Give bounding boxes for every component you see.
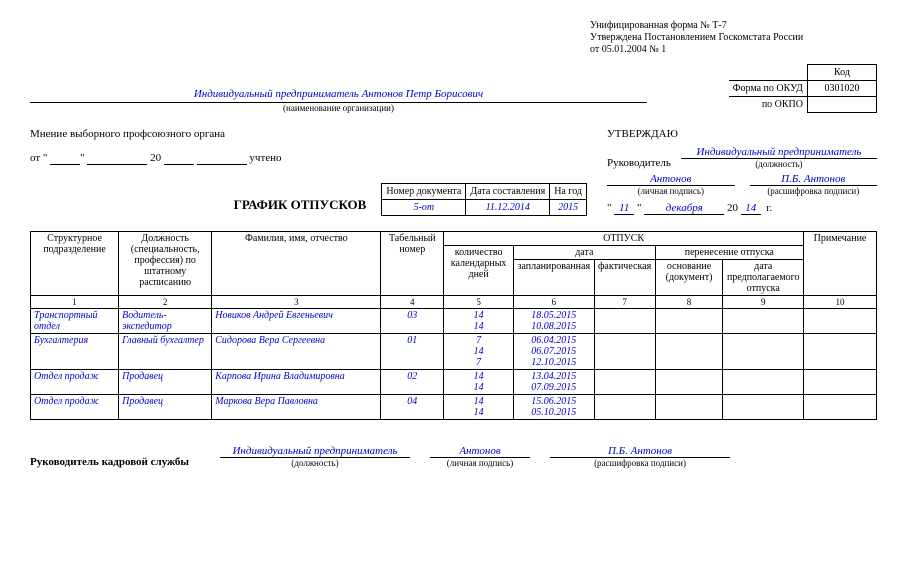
th-otpusk: ОТПУСК — [444, 232, 804, 246]
okpo-label: по ОКПО — [729, 97, 808, 113]
th-position: Должность (специальность, профессия) по … — [119, 232, 212, 296]
th-planned: запланированная — [514, 260, 595, 296]
doc-date-value: 11.12.2014 — [466, 200, 550, 216]
footer-signature: Антонов — [430, 445, 530, 458]
opinion-ot: от " — [30, 152, 47, 164]
table-row: Отдел продаж Продавец Маркова Вера Павло… — [31, 395, 877, 420]
approval-decoded: П.Б. Антонов — [750, 173, 878, 186]
approval-title: УТВЕРЖДАЮ — [607, 128, 877, 140]
vacation-table: Структурное подразделение Должность (спе… — [30, 231, 877, 420]
approval-year: 14 — [741, 202, 761, 215]
organization-sub: (наименование организации) — [30, 103, 647, 113]
form-info-line2: Утверждена Постановлением Госкомстата Ро… — [590, 32, 877, 44]
colnum-8: 8 — [655, 296, 723, 309]
approval-decoded-sub: (расшифровка подписи) — [750, 186, 878, 196]
approval-year-suffix: г. — [766, 202, 772, 214]
th-perenos-group: перенесение отпуска — [655, 246, 803, 260]
opinion-label: Мнение выборного профсоюзного органа — [30, 128, 587, 140]
table-row: Бухгалтерия Главный бухгалтер Сидорова В… — [31, 334, 877, 370]
th-note: Примечание — [804, 232, 877, 296]
doc-meta-table: Номер документа Дата составления На год … — [381, 183, 587, 216]
th-fact: фактическая — [594, 260, 655, 296]
colnum-10: 10 — [804, 296, 877, 309]
okud-value: 0301020 — [808, 81, 877, 97]
opinion-uchteno: учтено — [249, 152, 281, 164]
colnum-5: 5 — [444, 296, 514, 309]
table-row: Отдел продаж Продавец Карпова Ирина Влад… — [31, 370, 877, 395]
okud-label: Форма по ОКУД — [729, 81, 808, 97]
approval-year-prefix: 20 — [727, 202, 738, 214]
form-info-line1: Унифицированная форма № Т-7 — [590, 20, 877, 32]
approval-signature-sub: (личная подпись) — [607, 186, 735, 196]
colnum-9: 9 — [723, 296, 804, 309]
footer-decoded: П.Б. Антонов — [550, 445, 730, 458]
approval-month: декабря — [644, 202, 724, 215]
th-days: количество календарных дней — [444, 246, 514, 296]
colnum-6: 6 — [514, 296, 595, 309]
th-date-group: дата — [514, 246, 656, 260]
kod-label: Код — [808, 65, 877, 81]
column-numbers-row: 1 2 3 4 5 6 7 8 9 10 — [31, 296, 877, 309]
th-name: Фамилия, имя, отчество — [212, 232, 381, 296]
doc-year-label: На год — [550, 184, 587, 200]
approval-signature: Антонов — [607, 173, 735, 186]
colnum-7: 7 — [594, 296, 655, 309]
th-tab: Табельный номер — [381, 232, 444, 296]
footer-position-sub: (должность) — [220, 458, 410, 468]
opinion-year20: 20 — [150, 152, 161, 164]
footer-position: Индивидуальный предприниматель — [220, 445, 410, 458]
doc-year-value: 2015 — [550, 200, 587, 216]
doc-date-label: Дата составления — [466, 184, 550, 200]
approval-position: Индивидуальный предприниматель — [681, 146, 877, 159]
organization-name: Индивидуальный предприниматель Антонов П… — [30, 88, 647, 103]
colnum-3: 3 — [212, 296, 381, 309]
form-info-block: Унифицированная форма № Т-7 Утверждена П… — [590, 20, 877, 56]
footer-label: Руководитель кадровой службы — [30, 456, 210, 468]
form-info-line3: от 05.01.2004 № 1 — [590, 44, 877, 56]
approval-position-sub: (должность) — [681, 159, 877, 169]
th-proposed-date: дата предполагаемого отпуска — [723, 260, 804, 296]
approval-leader-label: Руководитель — [607, 157, 671, 169]
th-reason: основание (документ) — [655, 260, 723, 296]
colnum-1: 1 — [31, 296, 119, 309]
approval-day: 11 — [614, 202, 634, 215]
colnum-4: 4 — [381, 296, 444, 309]
doc-num-label: Номер документа — [382, 184, 466, 200]
table-row: Транспортный отдел Водитель-экспедитор Н… — [31, 309, 877, 334]
doc-title: ГРАФИК ОТПУСКОВ — [234, 197, 367, 212]
doc-num-value: 5-от — [382, 200, 466, 216]
footer-signature-sub: (личная подпись) — [430, 458, 530, 468]
th-dept: Структурное подразделение — [31, 232, 119, 296]
footer-decoded-sub: (расшифровка подписи) — [550, 458, 730, 468]
colnum-2: 2 — [119, 296, 212, 309]
approval-block: УТВЕРЖДАЮ Руководитель Индивидуальный пр… — [607, 128, 877, 215]
